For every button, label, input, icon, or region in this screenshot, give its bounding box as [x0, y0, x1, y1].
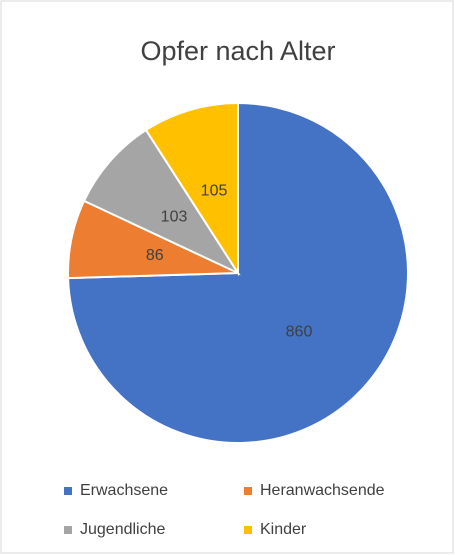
- data-label: 860: [286, 323, 313, 340]
- legend-label: Erwachsene: [80, 482, 168, 499]
- pie-slice: [144, 101, 239, 277]
- data-label: 105: [201, 183, 228, 200]
- legend-marker: [64, 487, 72, 495]
- legend-marker: [64, 526, 72, 534]
- legend-marker: [244, 526, 252, 534]
- data-label: 103: [161, 208, 188, 225]
- legend-marker: [244, 487, 252, 495]
- pie-slice: [82, 128, 241, 276]
- data-label: 86: [146, 247, 164, 264]
- legend-label: Kinder: [260, 521, 307, 538]
- legend-label: Heranwachsende: [260, 482, 385, 499]
- chart-title: Opfer nach Alter: [140, 36, 335, 66]
- legend-label: Jugendliche: [80, 521, 166, 538]
